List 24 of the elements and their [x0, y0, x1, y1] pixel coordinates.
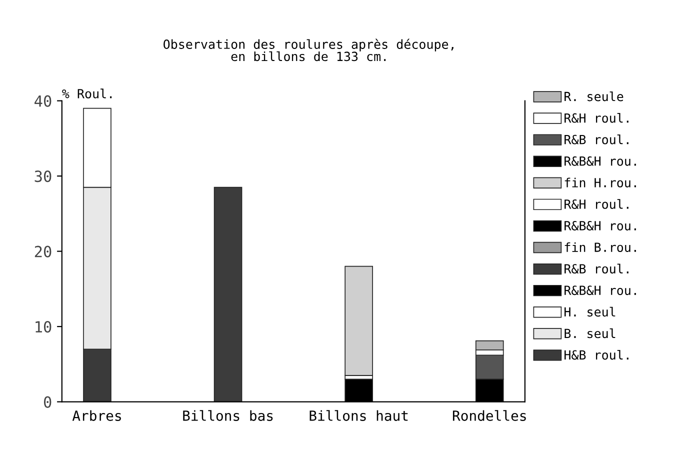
legend-label: R&B&H rou.: [564, 156, 636, 166]
y-tick-label: 20: [34, 246, 52, 258]
chart-title: Observation des roulures après découpe, en billons de 133 cm.: [164, 38, 454, 62]
x-tick-label: Billons haut: [310, 410, 408, 421]
legend-label: R&B&H rou.: [564, 221, 636, 230]
y-tick-label: 10: [36, 321, 52, 333]
x-tick-label: Rondelles: [452, 410, 526, 421]
legend-label: R&H roul.: [564, 113, 628, 123]
y-tick-label: 40: [34, 95, 52, 107]
x-tick-label: Arbres: [72, 410, 121, 421]
legend-label: fin B.rou.: [564, 242, 636, 252]
legend-label: H. seul: [564, 306, 616, 317]
y-axis-title: % Roul.: [62, 88, 112, 98]
legend-label: fin H.rou.: [564, 178, 636, 188]
x-tick-label: Billons bas: [183, 410, 273, 421]
y-tick-label: 0: [44, 396, 52, 408]
legend-label: R&B roul.: [564, 134, 628, 144]
legend-label: R&B roul.: [564, 264, 628, 274]
y-tick-label: 30: [34, 170, 52, 182]
legend-label: R&H roul.: [564, 199, 628, 209]
legend-label: R. seule: [564, 91, 624, 102]
legend-label: B. seul: [564, 328, 616, 338]
legend-label: R&B&H rou.: [564, 286, 636, 296]
legend-label: H&B roul.: [564, 350, 628, 360]
